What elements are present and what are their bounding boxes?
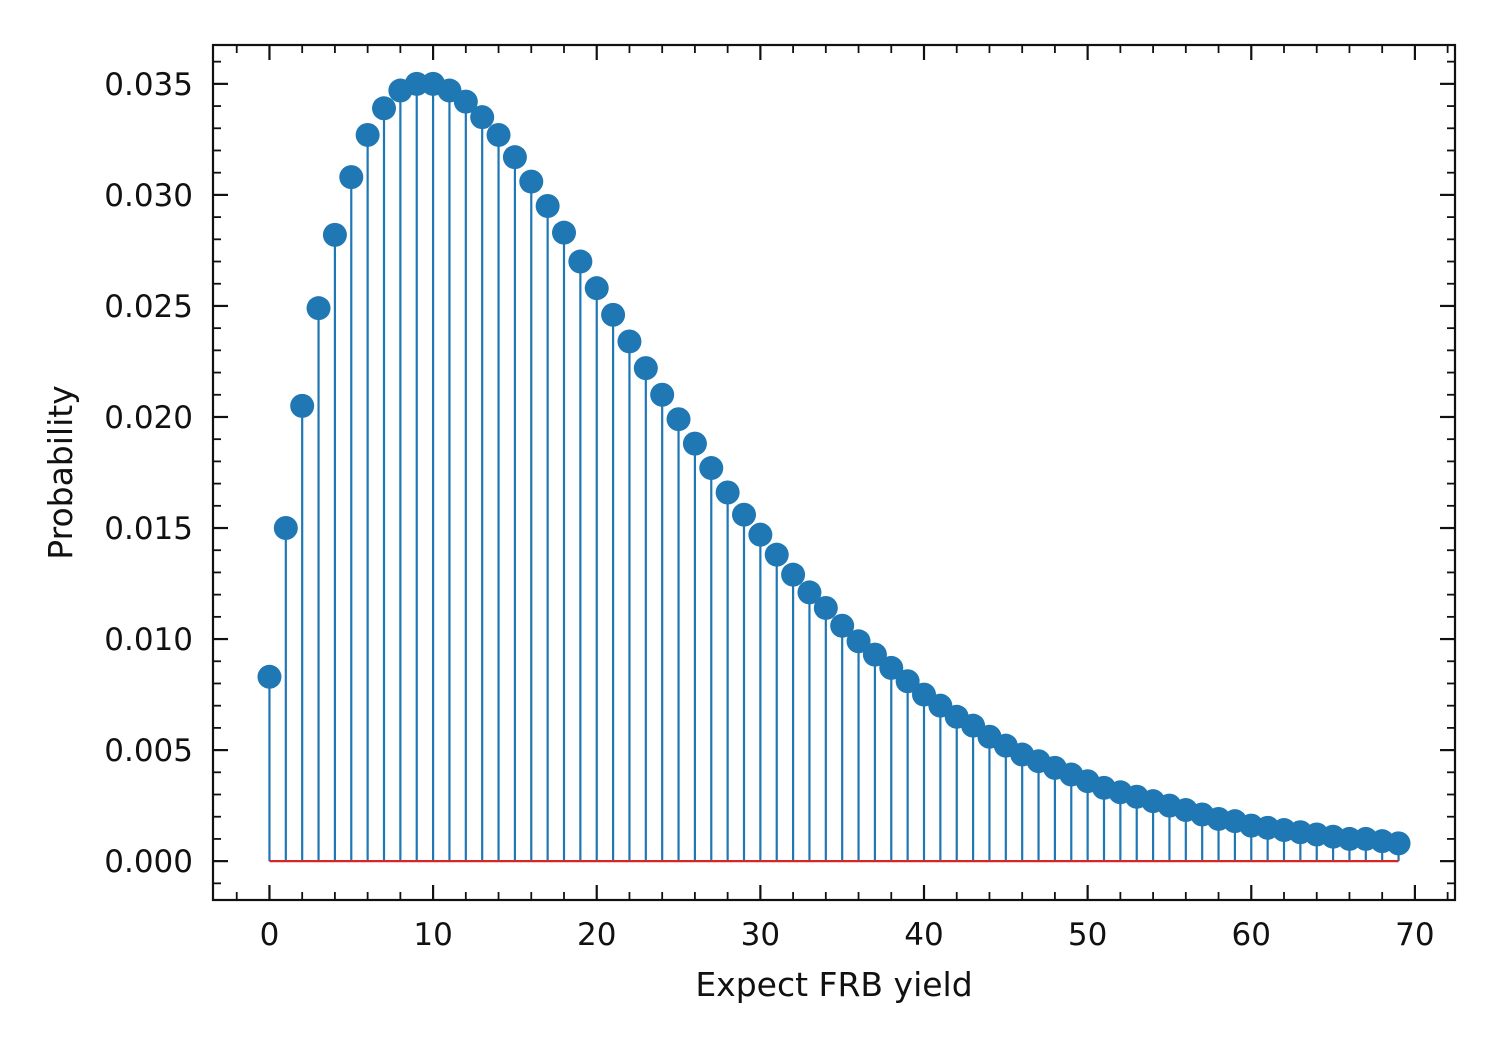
y-tick-label-1: 0.005	[104, 733, 193, 769]
axes-layer	[211, 43, 1457, 902]
markers-layer	[257, 71, 1411, 856]
marker-18	[552, 220, 576, 245]
plot-frame	[211, 43, 1457, 902]
marker-1	[273, 516, 298, 541]
marker-15	[502, 145, 527, 170]
marker-69	[1386, 831, 1411, 856]
marker-3	[306, 296, 331, 321]
x-tick-label-60: 60	[1232, 917, 1271, 953]
x-axis-label: Expect FRB yield	[695, 965, 972, 1004]
marker-20	[584, 276, 609, 301]
y-tick-label-6: 0.030	[104, 178, 193, 214]
labels-layer: 0 10 20 30 40 50 60 70 0.000 0.005 0.010 0.015 0.020…	[104, 67, 1434, 953]
y-tick-label-4: 0.020	[104, 400, 193, 436]
x-tick-label-0: 0	[260, 917, 280, 953]
y-tick-label-0: 0.000	[104, 844, 193, 880]
stems-layer	[268, 83, 1400, 862]
y-axis-label: Probability	[41, 385, 80, 559]
marker-14	[486, 122, 511, 147]
x-tick-label-30: 30	[741, 917, 780, 953]
marker-0	[257, 664, 282, 689]
marker-29	[732, 502, 756, 527]
marker-7	[372, 96, 396, 121]
marker-21	[601, 302, 626, 327]
marker-33	[797, 580, 822, 605]
marker-17	[535, 194, 560, 219]
ticks-layer	[213, 45, 1455, 900]
marker-31	[764, 542, 789, 567]
marker-19	[568, 249, 593, 274]
x-tick-label-70: 70	[1395, 917, 1434, 953]
x-tick-label-10: 10	[413, 917, 452, 953]
marker-24	[650, 382, 675, 407]
marker-23	[633, 356, 658, 381]
marker-37	[862, 642, 887, 667]
y-tick-label-2: 0.010	[104, 622, 193, 658]
y-tick-label-5: 0.025	[104, 289, 193, 325]
marker-39	[895, 669, 920, 694]
marker-28	[715, 480, 740, 505]
marker-25	[666, 407, 691, 432]
x-tick-label-50: 50	[1068, 917, 1107, 953]
marker-30	[748, 522, 773, 547]
x-tick-label-20: 20	[577, 917, 616, 953]
marker-22	[617, 329, 642, 354]
marker-32	[781, 562, 806, 587]
marker-36	[846, 629, 871, 654]
y-tick-label-7: 0.035	[104, 67, 193, 103]
marker-6	[355, 122, 380, 147]
marker-34	[813, 595, 838, 620]
marker-5	[339, 165, 364, 190]
marker-4	[322, 222, 347, 247]
marker-12	[453, 89, 478, 114]
x-tick-label-40: 40	[904, 917, 943, 953]
marker-38	[879, 655, 904, 680]
marker-13	[470, 105, 495, 130]
y-tick-label-3: 0.015	[104, 511, 193, 547]
marker-16	[519, 169, 544, 194]
marker-26	[682, 431, 707, 456]
marker-2	[290, 393, 315, 418]
marker-27	[699, 456, 724, 481]
marker-35	[830, 613, 855, 638]
